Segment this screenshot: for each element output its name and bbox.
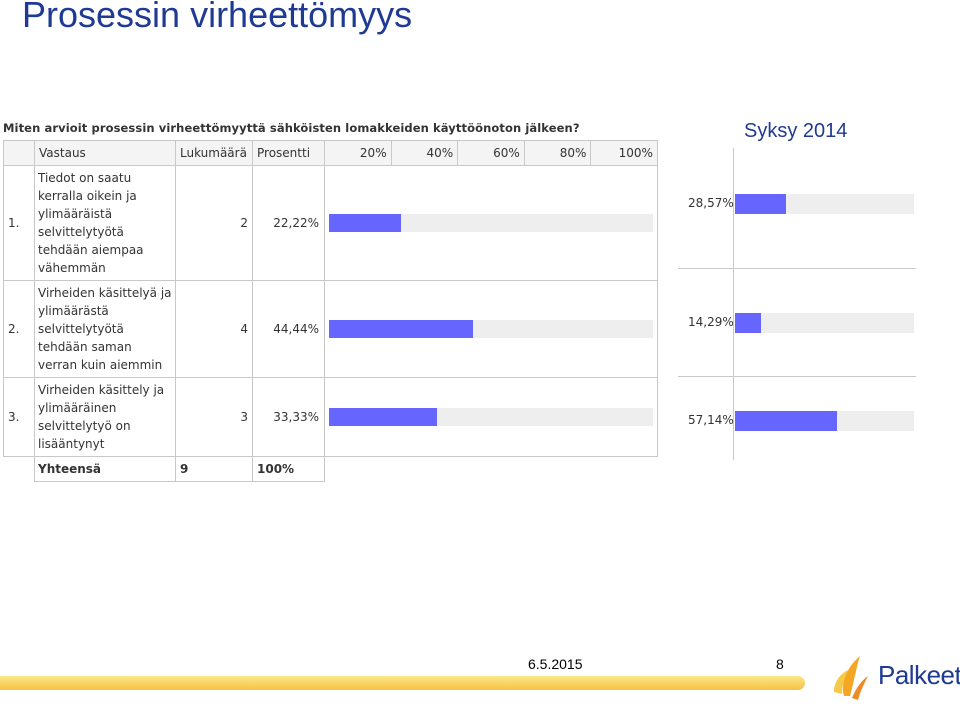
scale-tick-20: 20% [325,141,392,165]
total-row: Yhteensä 9 100% [4,456,658,482]
scale-tick-60: 60% [458,141,525,165]
bar-track [329,408,653,426]
divider [678,268,916,269]
row-num: 1. [3,165,35,281]
row-answer: Tiedot on saatu kerralla oikein ja ylimä… [34,165,176,281]
comparison-percent-2: 14,29% [688,315,734,329]
row-count: 4 [175,280,253,378]
comparison-bar-2 [735,313,761,333]
comparison-percent-3: 57,14% [688,413,734,427]
row-answer: Virheiden käsittelyä ja ylimäärästä selv… [34,280,176,378]
row-answer: Virheiden käsittely ja ylimääräinen selv… [34,377,176,457]
header-answer: Vastaus [34,140,176,166]
table-header-row: Vastaus Lukumäärä Prosentti 20% 40% 60% … [3,140,658,166]
header-num [3,140,35,166]
bar-track [329,214,653,232]
table-row: 2. Virheiden käsittelyä ja ylimäärästä s… [3,280,658,378]
survey-table: Vastaus Lukumäärä Prosentti 20% 40% 60% … [3,140,658,482]
row-count: 3 [175,377,253,457]
palkeet-logo-icon [834,656,868,700]
comparison-bar-1 [735,194,787,214]
logo-text: Palkeet [878,660,960,690]
survey-question: Miten arvioit prosessin virheettömyyttä … [3,121,580,135]
divider [678,376,916,377]
row-num: 3. [3,377,35,457]
comparison-bar-3 [735,411,838,431]
comparison-track [735,411,914,431]
comparison-track [735,313,914,333]
row-percent: 44,44% [252,280,325,378]
row-num: 2. [3,280,35,378]
scale-tick-100: 100% [618,146,653,160]
total-label: Yhteensä [34,456,176,482]
scale-tick-40: 40% [392,141,459,165]
scale-tick-80: 80% [525,141,592,165]
comparison-percent-1: 28,57% [688,196,734,210]
header-percent: Prosentti [252,140,325,166]
row-count: 2 [175,165,253,281]
footer-stripe [0,676,805,690]
bar-2 [329,320,473,338]
comparison-label: Syksy 2014 [744,120,848,142]
row-percent: 22,22% [252,165,325,281]
divider [733,148,734,460]
table-row: 3. Virheiden käsittely ja ylimääräinen s… [3,377,658,457]
slide-title: Prosessin virheettömyys [22,0,413,35]
bar-3 [329,408,437,426]
table-row: 1. Tiedot on saatu kerralla oikein ja yl… [3,165,658,281]
footer-date: 6.5.2015 [528,656,583,672]
total-count: 9 [175,456,253,482]
total-percent: 100% [252,456,325,482]
comparison-panel: 28,57% 14,29% 57,14% [678,148,918,460]
comparison-track [735,194,914,214]
page-number: 8 [776,656,784,672]
bar-1 [329,214,401,232]
bar-track [329,320,653,338]
row-percent: 33,33% [252,377,325,457]
header-count: Lukumäärä [175,140,253,166]
